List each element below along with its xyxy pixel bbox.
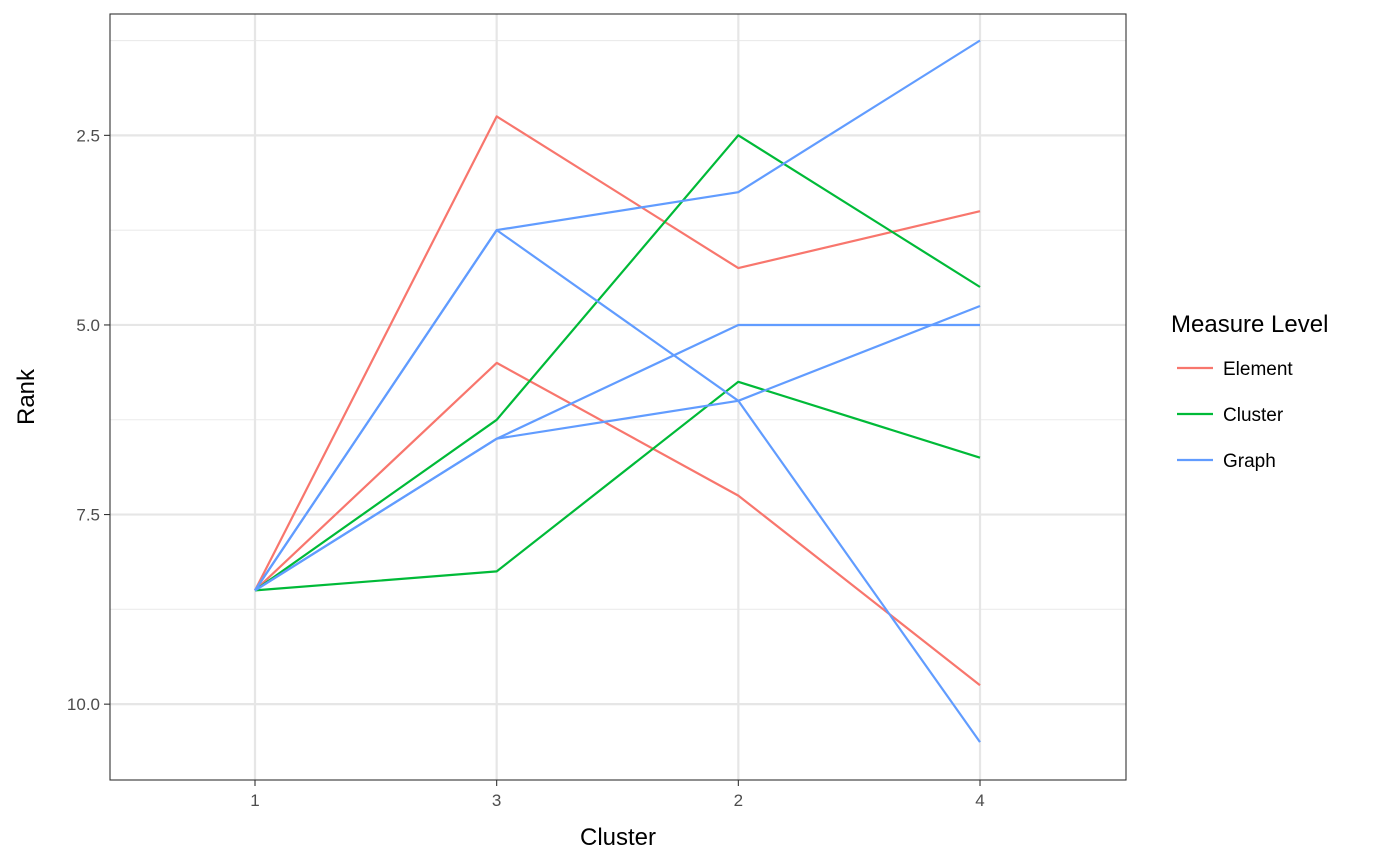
y-tick-label: 2.5 xyxy=(76,126,100,145)
y-tick-label: 10.0 xyxy=(67,695,100,714)
axis-ticks: 2.5 5.0 7.5 10.0 1 3 2 4 xyxy=(67,126,985,810)
series-line-graph xyxy=(254,229,981,743)
plot-panel-border xyxy=(109,13,1127,781)
legend: Measure Level Element Cluster Graph xyxy=(1171,311,1328,472)
legend-label-graph: Graph xyxy=(1223,451,1276,472)
series-line-cluster xyxy=(254,380,981,592)
grid-lines xyxy=(110,14,1126,780)
y-tick-label: 5.0 xyxy=(76,316,100,335)
y-tick-label: 7.5 xyxy=(76,506,100,525)
y-axis-title: Rank xyxy=(13,368,40,425)
x-tick-label: 3 xyxy=(492,791,501,810)
series-line-element xyxy=(254,115,981,591)
series-line-graph xyxy=(254,304,981,592)
series-line-graph xyxy=(254,323,980,592)
x-axis-title: Cluster xyxy=(580,824,656,851)
series-lines xyxy=(254,39,981,743)
x-tick-label: 2 xyxy=(734,791,743,810)
legend-title: Measure Level xyxy=(1171,311,1328,338)
x-tick-label: 1 xyxy=(250,791,259,810)
series-line-element xyxy=(254,361,981,687)
legend-label-element: Element xyxy=(1223,359,1293,380)
series-line-cluster xyxy=(254,134,981,592)
x-tick-label: 4 xyxy=(975,791,984,810)
legend-label-cluster: Cluster xyxy=(1223,405,1284,426)
